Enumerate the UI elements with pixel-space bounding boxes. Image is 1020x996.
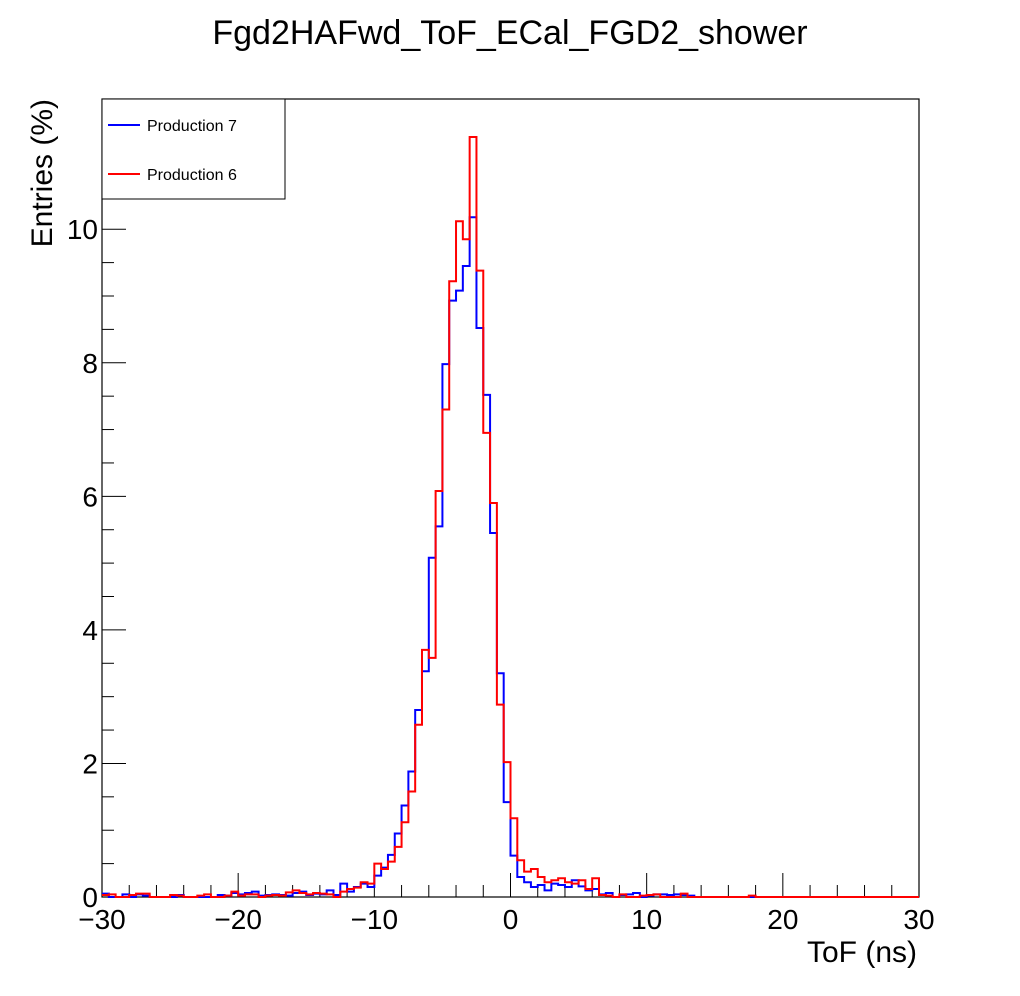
legend-box xyxy=(101,98,286,200)
series-group xyxy=(102,136,919,898)
y-tick-label: 4 xyxy=(82,615,98,646)
x-axis: −30 −20 −10 0 10 20 30 xyxy=(78,873,935,935)
y-tick-label: 10 xyxy=(67,214,98,245)
legend: Production 7 Production 6 xyxy=(101,98,286,200)
y-tick-label: 6 xyxy=(82,481,98,512)
x-tick-label: 20 xyxy=(767,904,798,935)
x-tick-label: −30 xyxy=(78,904,126,935)
x-tick-label: 30 xyxy=(903,904,934,935)
x-tick-label: −20 xyxy=(214,904,262,935)
y-axis-label: Entries (%) xyxy=(26,99,59,247)
y-tick-label: 2 xyxy=(82,748,98,779)
chart-title: Fgd2HAFwd_ToF_ECal_FGD2_shower xyxy=(212,14,807,52)
legend-label-production-6: Production 6 xyxy=(147,167,237,184)
x-axis-label: ToF (ns) xyxy=(807,936,917,969)
x-tick-label: 0 xyxy=(503,904,519,935)
legend-label-production-7: Production 7 xyxy=(147,118,237,135)
x-tick-label: −10 xyxy=(351,904,399,935)
y-tick-label: 8 xyxy=(82,348,98,379)
series-line-production-6 xyxy=(102,136,919,898)
y-axis: 0 2 4 6 8 10 xyxy=(67,128,126,913)
y-tick-label: 0 xyxy=(82,882,98,913)
x-tick-label: 10 xyxy=(631,904,662,935)
